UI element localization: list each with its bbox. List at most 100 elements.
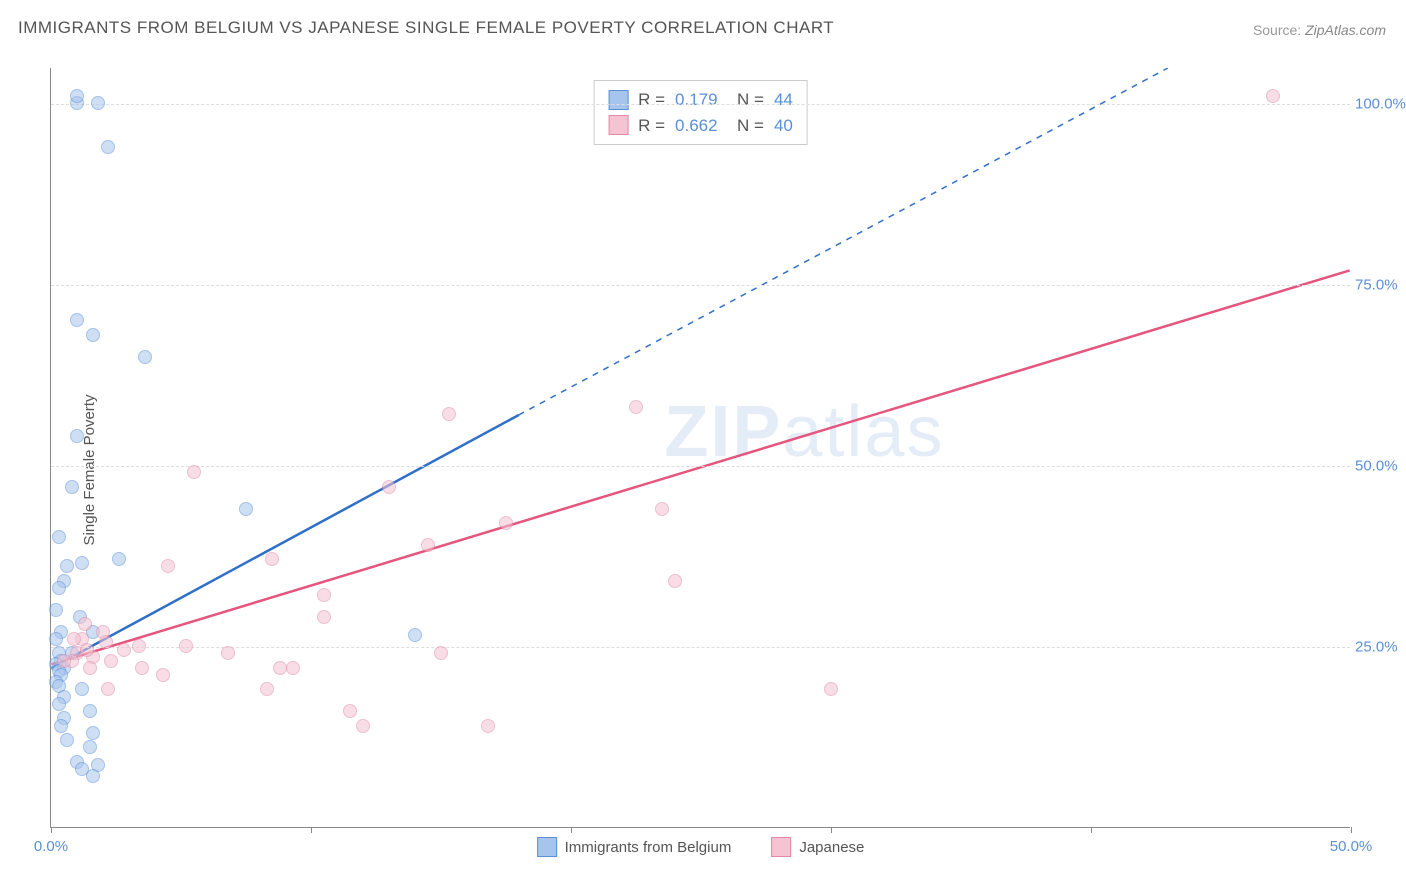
- scatter-point: [138, 350, 152, 364]
- scatter-point: [132, 639, 146, 653]
- scatter-point: [60, 733, 74, 747]
- legend-series: Immigrants from Belgium Japanese: [537, 837, 865, 857]
- gridline-horizontal: [51, 647, 1350, 648]
- scatter-point: [1266, 89, 1280, 103]
- x-tick-mark: [1351, 827, 1352, 833]
- legend-series-label: Immigrants from Belgium: [565, 839, 732, 856]
- chart-title: IMMIGRANTS FROM BELGIUM VS JAPANESE SING…: [18, 18, 834, 38]
- scatter-point: [52, 530, 66, 544]
- legend-swatch: [608, 115, 628, 135]
- y-tick-label: 75.0%: [1355, 277, 1406, 294]
- legend-series-item: Immigrants from Belgium: [537, 837, 732, 857]
- legend-swatch: [771, 837, 791, 857]
- scatter-point: [75, 682, 89, 696]
- legend-r-label: R =: [638, 87, 665, 113]
- legend-series-item: Japanese: [771, 837, 864, 857]
- scatter-point: [668, 574, 682, 588]
- legend-r-value: 0.662: [675, 113, 727, 139]
- scatter-point: [49, 603, 63, 617]
- scatter-point: [499, 516, 513, 530]
- scatter-point: [57, 654, 71, 668]
- gridline-horizontal: [51, 466, 1350, 467]
- scatter-point: [481, 719, 495, 733]
- scatter-point: [83, 740, 97, 754]
- scatter-point: [80, 643, 94, 657]
- scatter-point: [629, 400, 643, 414]
- legend-n-value: 44: [774, 87, 793, 113]
- scatter-point: [65, 480, 79, 494]
- legend-r-label: R =: [638, 113, 665, 139]
- scatter-point: [75, 556, 89, 570]
- legend-n-label: N =: [737, 113, 764, 139]
- source-attribution: Source: ZipAtlas.com: [1253, 22, 1386, 38]
- watermark: ZIPatlas: [664, 391, 944, 473]
- scatter-point: [70, 89, 84, 103]
- scatter-point: [52, 697, 66, 711]
- scatter-point: [104, 654, 118, 668]
- scatter-point: [343, 704, 357, 718]
- scatter-point: [91, 96, 105, 110]
- scatter-point: [434, 646, 448, 660]
- scatter-point: [54, 719, 68, 733]
- scatter-point: [86, 769, 100, 783]
- y-tick-label: 25.0%: [1355, 639, 1406, 656]
- x-tick-mark: [1091, 827, 1092, 833]
- legend-swatch: [608, 90, 628, 110]
- scatter-point: [356, 719, 370, 733]
- y-tick-label: 100.0%: [1355, 96, 1406, 113]
- scatter-point: [101, 682, 115, 696]
- legend-n-value: 40: [774, 113, 793, 139]
- legend-n-label: N =: [737, 87, 764, 113]
- x-tick-label: 0.0%: [34, 838, 68, 855]
- legend-stats-row: R =0.179N =44: [608, 87, 793, 113]
- scatter-point: [239, 502, 253, 516]
- chart-container: Single Female Poverty ZIPatlas R =0.179N…: [0, 48, 1406, 892]
- gridline-horizontal: [51, 285, 1350, 286]
- y-tick-label: 50.0%: [1355, 458, 1406, 475]
- scatter-point: [86, 726, 100, 740]
- scatter-point: [83, 704, 97, 718]
- scatter-point: [421, 538, 435, 552]
- scatter-point: [260, 682, 274, 696]
- scatter-point: [117, 643, 131, 657]
- scatter-point: [156, 668, 170, 682]
- trend-lines-layer: [51, 68, 1350, 827]
- scatter-point: [135, 661, 149, 675]
- plot-area: ZIPatlas R =0.179N =44R =0.662N =40 Immi…: [50, 68, 1350, 828]
- scatter-point: [49, 632, 63, 646]
- scatter-point: [70, 429, 84, 443]
- scatter-point: [442, 407, 456, 421]
- scatter-point: [221, 646, 235, 660]
- scatter-point: [99, 635, 113, 649]
- x-tick-label: 50.0%: [1330, 838, 1373, 855]
- watermark-bold: ZIP: [664, 392, 782, 472]
- x-tick-mark: [51, 827, 52, 833]
- watermark-rest: atlas: [782, 392, 944, 472]
- scatter-point: [78, 617, 92, 631]
- scatter-point: [83, 661, 97, 675]
- scatter-point: [317, 588, 331, 602]
- scatter-point: [86, 328, 100, 342]
- scatter-point: [112, 552, 126, 566]
- x-tick-mark: [311, 827, 312, 833]
- scatter-point: [60, 559, 74, 573]
- scatter-point: [187, 465, 201, 479]
- scatter-point: [286, 661, 300, 675]
- gridline-horizontal: [51, 104, 1350, 105]
- scatter-point: [317, 610, 331, 624]
- legend-stats-row: R = 0.662 N = 40: [608, 113, 793, 139]
- legend-swatch: [537, 837, 557, 857]
- scatter-point: [655, 502, 669, 516]
- source-value: ZipAtlas.com: [1305, 22, 1386, 38]
- scatter-point: [52, 581, 66, 595]
- trend-line: [51, 415, 518, 668]
- scatter-point: [408, 628, 422, 642]
- legend-series-label: Japanese: [799, 839, 864, 856]
- x-tick-mark: [831, 827, 832, 833]
- scatter-point: [824, 682, 838, 696]
- scatter-point: [161, 559, 175, 573]
- scatter-point: [273, 661, 287, 675]
- legend-stats: R =0.179N =44R =0.662N =40: [593, 80, 808, 145]
- scatter-point: [67, 632, 81, 646]
- x-tick-mark: [571, 827, 572, 833]
